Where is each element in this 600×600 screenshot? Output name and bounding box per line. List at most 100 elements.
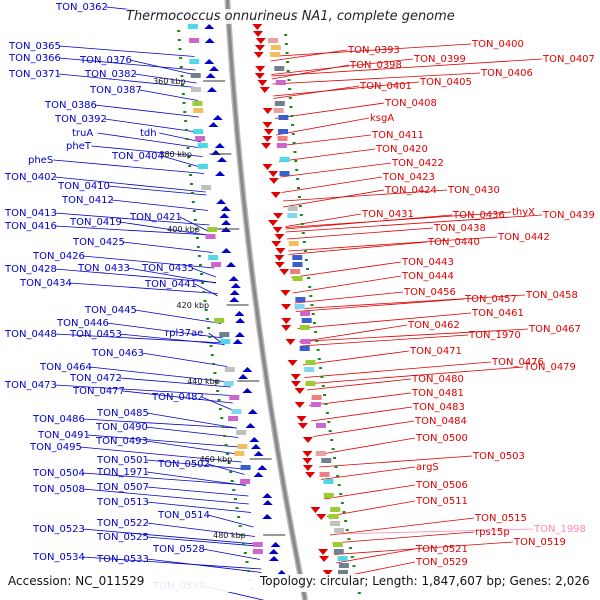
- label-leader: [146, 501, 252, 513]
- label-leader: [320, 466, 416, 480]
- scale-dot: [289, 106, 293, 108]
- gene-label-reverse: TON_0521: [415, 544, 468, 555]
- scale-dot: [357, 592, 361, 594]
- gene-label-forward: TON_0421: [129, 212, 182, 223]
- label-leader: [287, 227, 434, 240]
- reverse-gene-arrow: [302, 458, 313, 464]
- gene-label-reverse: TON_0398: [349, 60, 402, 71]
- kbp-label: 420 kbp: [177, 301, 210, 310]
- feature-box: [189, 59, 200, 64]
- scale-dot: [177, 30, 181, 32]
- feature-box: [300, 339, 311, 344]
- gene-label-forward: TON_0387: [89, 85, 142, 96]
- scale-dot: [223, 435, 227, 437]
- label-leader: [285, 211, 512, 228]
- scale-dot: [226, 453, 230, 455]
- scale-dot: [306, 268, 309, 270]
- kbp-label: 400 kbp: [167, 225, 200, 234]
- gene-label-reverse: TON_1970: [468, 330, 521, 341]
- label-leader: [146, 486, 249, 497]
- scale-dot: [339, 493, 343, 495]
- label-leader: [285, 213, 362, 227]
- label-leader: [122, 241, 213, 253]
- feature-box: [332, 542, 343, 547]
- gene-label-forward: TON_0446: [56, 318, 109, 329]
- reverse-gene-arrow: [254, 73, 265, 79]
- scale-dot: [232, 489, 236, 491]
- scale-dot: [229, 471, 233, 473]
- feature-box: [270, 45, 281, 50]
- forward-gene-arrow: [238, 374, 249, 379]
- feature-box: [231, 409, 242, 414]
- gene-label-reverse: TON_0443: [401, 257, 454, 268]
- feature-box: [189, 38, 200, 43]
- reverse-gene-arrow: [274, 234, 285, 240]
- feature-box: [294, 304, 305, 309]
- feature-box: [190, 73, 201, 78]
- label-leader: [159, 132, 202, 143]
- reverse-gene-arrow: [255, 66, 266, 72]
- feature-box: [319, 472, 330, 477]
- reverse-gene-arrow: [281, 325, 292, 331]
- scale-dot: [217, 399, 221, 401]
- gene-label-reverse: TON_0471: [409, 346, 462, 357]
- feature-box: [240, 479, 251, 484]
- forward-gene-arrow: [221, 248, 232, 253]
- gene-label-forward: TON_0365: [8, 41, 61, 52]
- feature-box: [310, 402, 321, 407]
- scale-dot: [202, 291, 206, 293]
- scale-dot: [291, 133, 295, 135]
- reverse-gene-arrow: [271, 241, 282, 247]
- gene-label-forward: TON_0413: [4, 208, 57, 219]
- scale-dot: [188, 165, 192, 167]
- reverse-gene-arrow: [294, 402, 305, 408]
- label-leader: [276, 117, 370, 136]
- scale-dot: [208, 336, 212, 338]
- gene-label-reverse: rps15p: [475, 527, 510, 538]
- label-leader: [82, 255, 215, 269]
- label-leader: [119, 377, 231, 388]
- gene-label-reverse: TON_0483: [412, 402, 465, 413]
- feature-box: [338, 570, 348, 575]
- label-leader: [134, 309, 222, 324]
- gene-label-reverse: TON_0440: [427, 237, 480, 248]
- gene-label-reverse: TON_0484: [414, 416, 467, 427]
- gene-label-forward: TON_0426: [32, 251, 85, 262]
- label-leader: [291, 261, 402, 278]
- reverse-gene-arrow: [262, 108, 273, 114]
- label-leader: [271, 58, 414, 75]
- backbone-core: [225, 0, 307, 600]
- scale-dot: [242, 543, 246, 545]
- label-leader: [340, 528, 534, 535]
- feature-box: [278, 129, 289, 134]
- label-leader: [146, 471, 246, 486]
- forward-gene-arrow: [205, 73, 216, 78]
- label-leader: [282, 189, 448, 202]
- feature-box: [273, 108, 284, 113]
- reverse-gene-arrow: [302, 465, 313, 471]
- feature-box: [330, 507, 341, 512]
- label-leader: [311, 406, 413, 422]
- forward-gene-arrow: [215, 171, 226, 176]
- feature-box: [328, 514, 339, 519]
- label-leader: [119, 221, 211, 236]
- scale-dot: [284, 34, 288, 36]
- label-leader: [94, 104, 200, 118]
- feature-box: [330, 521, 341, 526]
- scale-dot: [247, 570, 251, 572]
- feature-box: [219, 332, 230, 337]
- scale-dot: [187, 156, 191, 158]
- reverse-gene-arrow: [253, 31, 264, 37]
- reverse-gene-arrow: [296, 416, 307, 422]
- feature-box: [276, 143, 287, 148]
- scale-dot: [323, 394, 327, 396]
- label-leader: [201, 396, 234, 411]
- gene-label-forward: TON_0482: [151, 392, 204, 403]
- gene-label-reverse: ksgA: [370, 113, 394, 124]
- scale-dot: [294, 160, 298, 162]
- label-leader: [280, 162, 392, 178]
- gene-label-reverse: TON_0422: [391, 158, 444, 169]
- label-leader: [54, 176, 206, 193]
- reverse-gene-arrow: [319, 556, 330, 562]
